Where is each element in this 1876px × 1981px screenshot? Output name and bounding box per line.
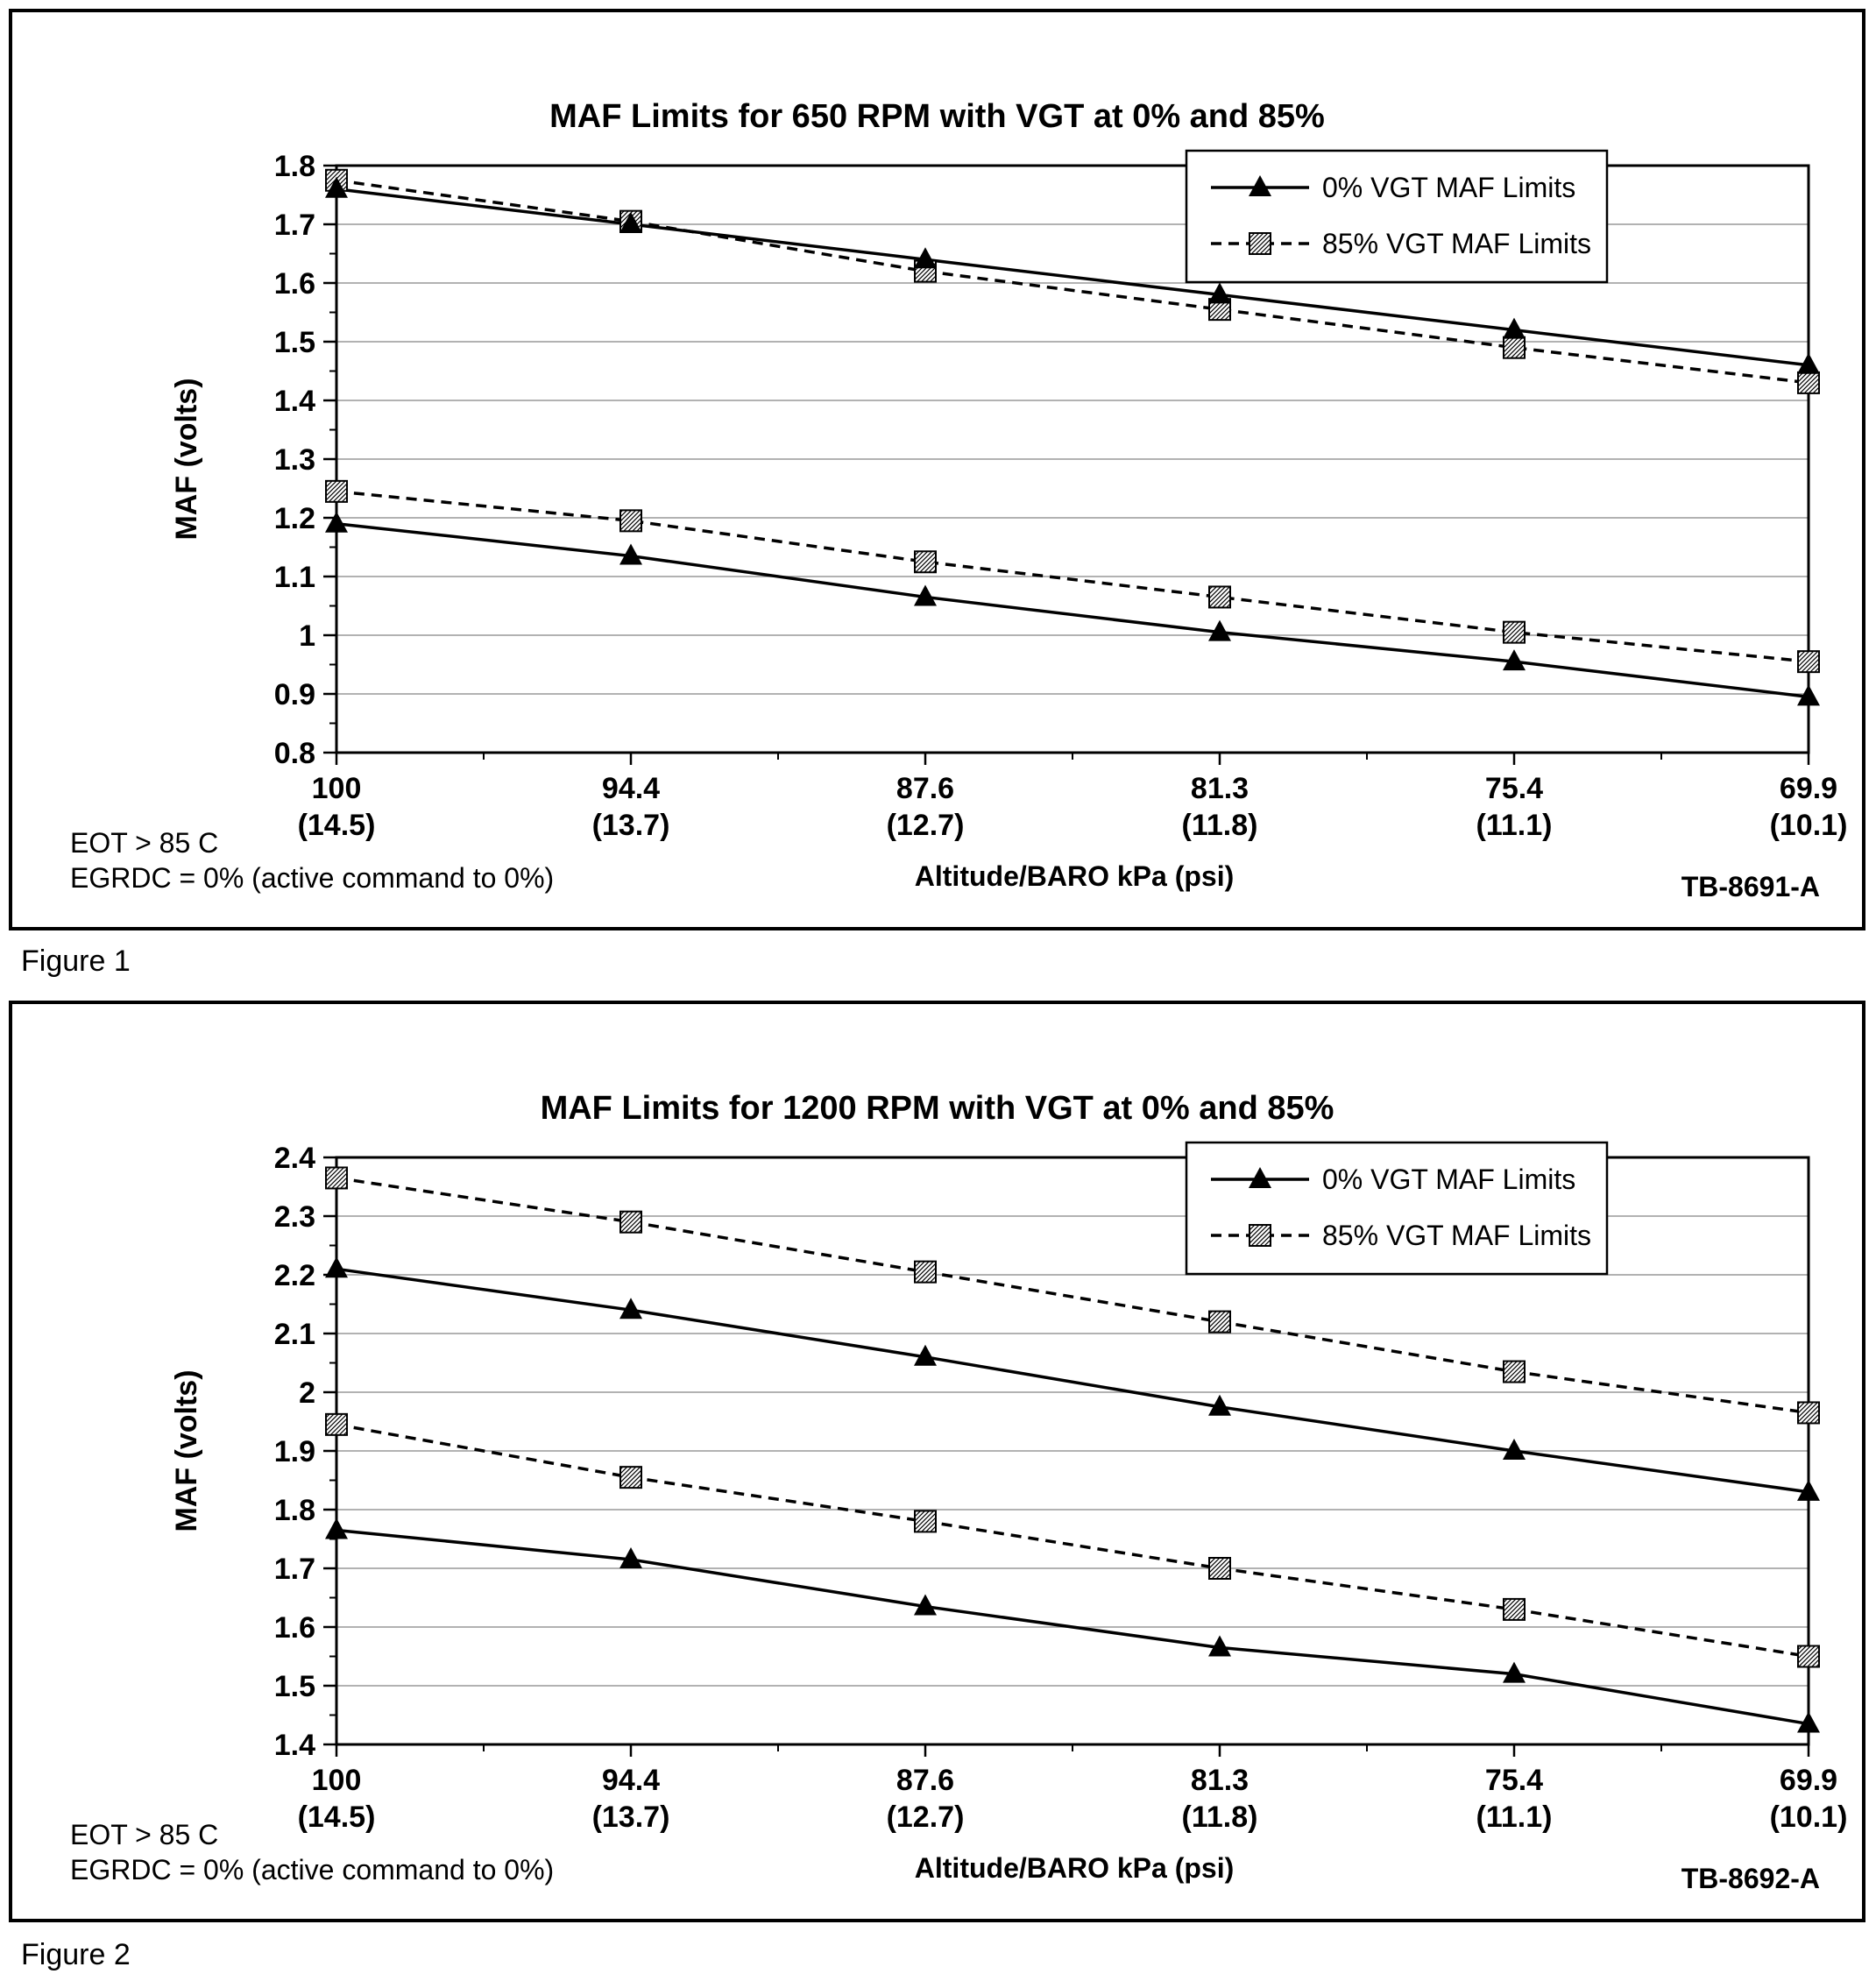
- x-axis-label: Altitude/BARO kPa (psi): [914, 1852, 1235, 1884]
- svg-text:(13.7): (13.7): [592, 1801, 670, 1834]
- svg-text:1: 1: [299, 619, 315, 653]
- svg-text:69.9: 69.9: [1780, 1764, 1837, 1797]
- svg-text:94.4: 94.4: [602, 772, 660, 805]
- chart-notes: EOT > 85 C EGRDC = 0% (active command to…: [70, 1817, 554, 1887]
- svg-text:(12.7): (12.7): [887, 809, 965, 842]
- svg-text:1.5: 1.5: [274, 326, 315, 359]
- svg-text:2.2: 2.2: [274, 1259, 315, 1292]
- svg-text:(10.1): (10.1): [1770, 1801, 1848, 1834]
- note-line-eot: EOT > 85 C: [70, 827, 219, 859]
- svg-text:(14.5): (14.5): [298, 1801, 376, 1834]
- svg-text:MAF (volts): MAF (volts): [170, 1369, 203, 1532]
- svg-text:0.8: 0.8: [274, 737, 315, 770]
- svg-text:75.4: 75.4: [1485, 1764, 1543, 1797]
- bulletin-code: TB-8691-A: [1681, 871, 1820, 902]
- note-line-egrdc: EGRDC = 0% (active command to 0%): [70, 862, 555, 894]
- svg-text:87.6: 87.6: [896, 1764, 954, 1797]
- svg-text:MAF (volts): MAF (volts): [170, 378, 203, 540]
- svg-text:1.8: 1.8: [274, 1494, 315, 1527]
- svg-text:81.3: 81.3: [1191, 1764, 1249, 1797]
- svg-text:1.6: 1.6: [274, 1611, 315, 1645]
- svg-text:0% VGT MAF Limits: 0% VGT MAF Limits: [1322, 172, 1575, 203]
- svg-text:0.9: 0.9: [274, 678, 315, 711]
- svg-text:85% VGT MAF Limits: 85% VGT MAF Limits: [1322, 228, 1591, 259]
- chart-title: MAF Limits for 1200 RPM with VGT at 0% a…: [540, 1090, 1334, 1127]
- svg-text:(11.8): (11.8): [1182, 1801, 1258, 1834]
- svg-text:69.9: 69.9: [1780, 772, 1837, 805]
- svg-text:85% VGT MAF Limits: 85% VGT MAF Limits: [1322, 1220, 1591, 1251]
- svg-text:(11.1): (11.1): [1476, 809, 1553, 842]
- svg-text:81.3: 81.3: [1191, 772, 1249, 805]
- chart-title: MAF Limits for 650 RPM with VGT at 0% an…: [549, 98, 1325, 135]
- figure-caption: Figure 1: [21, 945, 131, 978]
- svg-text:1.7: 1.7: [274, 209, 315, 242]
- svg-text:87.6: 87.6: [896, 772, 954, 805]
- note-line-eot: EOT > 85 C: [70, 1819, 219, 1850]
- svg-text:(11.8): (11.8): [1182, 809, 1258, 842]
- bulletin-code: TB-8692-A: [1681, 1863, 1820, 1894]
- svg-text:1.5: 1.5: [274, 1670, 315, 1703]
- svg-text:(14.5): (14.5): [298, 809, 376, 842]
- svg-text:1.9: 1.9: [274, 1435, 315, 1468]
- svg-text:(10.1): (10.1): [1770, 809, 1848, 842]
- svg-text:94.4: 94.4: [602, 1764, 660, 1797]
- figure-caption: Figure 2: [21, 1938, 131, 1971]
- svg-text:2.4: 2.4: [274, 1142, 315, 1175]
- svg-text:1.7: 1.7: [274, 1553, 315, 1586]
- figure-2-chart-panel: MAF Limits for 1200 RPM with VGT at 0% a…: [9, 1001, 1865, 1922]
- svg-text:1.8: 1.8: [274, 150, 315, 183]
- svg-text:2.1: 2.1: [274, 1318, 315, 1351]
- svg-text:2: 2: [299, 1376, 315, 1410]
- note-line-egrdc: EGRDC = 0% (active command to 0%): [70, 1854, 555, 1885]
- svg-text:75.4: 75.4: [1485, 772, 1543, 805]
- svg-text:1.4: 1.4: [274, 385, 315, 418]
- svg-text:(11.1): (11.1): [1476, 1801, 1553, 1834]
- svg-text:2.3: 2.3: [274, 1200, 315, 1234]
- svg-text:0% VGT MAF Limits: 0% VGT MAF Limits: [1322, 1164, 1575, 1195]
- svg-text:(12.7): (12.7): [887, 1801, 965, 1834]
- svg-text:(13.7): (13.7): [592, 809, 670, 842]
- figure-1-chart-panel: MAF Limits for 650 RPM with VGT at 0% an…: [9, 9, 1865, 930]
- svg-text:100: 100: [312, 1764, 362, 1797]
- svg-text:1.1: 1.1: [274, 561, 315, 594]
- x-axis-label: Altitude/BARO kPa (psi): [914, 860, 1235, 892]
- svg-text:1.6: 1.6: [274, 267, 315, 301]
- chart-notes: EOT > 85 C EGRDC = 0% (active command to…: [70, 825, 554, 895]
- svg-text:1.3: 1.3: [274, 443, 315, 477]
- svg-text:1.2: 1.2: [274, 502, 315, 535]
- svg-text:100: 100: [312, 772, 362, 805]
- line-chart-1200rpm: 1.4 1.5 1.6 1.7 1.8 1.9 2 2.1 2.2 2.3 2.4 100 (14.5)…: [170, 1141, 1847, 1834]
- line-chart-650rpm: 0.8 0.9 1 1.1 1.2 1.3 1.4 1.5 1.6 1.7 1.8 100 (14.5)…: [170, 149, 1847, 842]
- svg-text:1.4: 1.4: [274, 1729, 315, 1762]
